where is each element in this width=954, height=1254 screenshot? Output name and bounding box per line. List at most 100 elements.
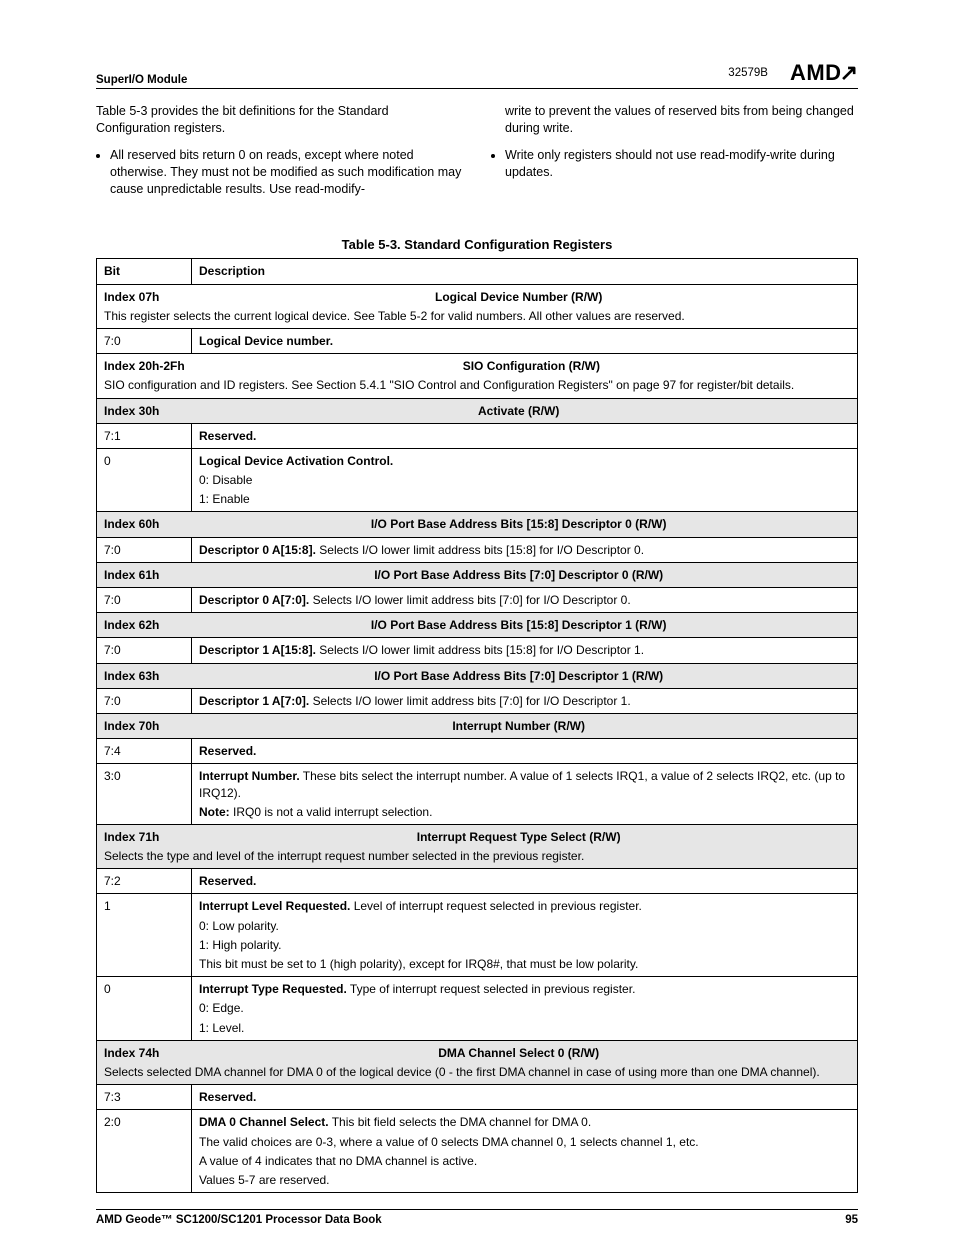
bit-range: 7:0	[97, 688, 192, 713]
register-section: Index 30h Activate (R/W)	[97, 398, 858, 423]
bit-desc: Reserved.	[199, 429, 256, 443]
intro-col-left: Table 5-3 provides the bit definitions f…	[96, 103, 463, 203]
bit-desc-bold: Interrupt Level Requested.	[199, 899, 350, 913]
register-sub: Selects the type and level of the interr…	[104, 848, 850, 864]
register-name: DMA Channel Select 0 (R/W)	[187, 1045, 850, 1061]
table-row: 2:0 DMA 0 Channel Select. This bit field…	[97, 1110, 858, 1193]
index-label: Index 07h	[104, 289, 159, 305]
register-section: Index 20h-2Fh SIO Configuration (R/W) SI…	[97, 354, 858, 398]
bit-desc-bold: Descriptor 1 A[7:0].	[199, 694, 309, 708]
table-row: 0 Interrupt Type Requested. Type of inte…	[97, 977, 858, 1041]
register-name: Interrupt Request Type Select (R/W)	[187, 829, 850, 845]
intro-col-right: write to prevent the values of reserved …	[491, 103, 858, 203]
table-row: 7:2 Reserved.	[97, 869, 858, 894]
bit-desc: Level of interrupt request selected in p…	[350, 899, 642, 913]
th-bit: Bit	[97, 259, 192, 284]
table-row: 7:0 Descriptor 1 A[15:8]. Selects I/O low…	[97, 638, 858, 663]
bit-range: 7:1	[97, 423, 192, 448]
index-label: Index 70h	[104, 718, 159, 734]
register-name: I/O Port Base Address Bits [15:8] Descri…	[187, 617, 850, 633]
register-section: Index 70h Interrupt Number (R/W)	[97, 713, 858, 738]
bit-option: 1: Level.	[199, 1020, 850, 1036]
bit-desc-bold: DMA 0 Channel Select.	[199, 1115, 329, 1129]
bit-option: 1: Enable	[199, 491, 850, 507]
register-section: Index 60h I/O Port Base Address Bits [15…	[97, 512, 858, 537]
bit-range: 7:0	[97, 537, 192, 562]
index-label: Index 20h-2Fh	[104, 358, 185, 374]
table-row: 7:1 Reserved.	[97, 423, 858, 448]
index-label: Index 63h	[104, 668, 159, 684]
register-sub: SIO configuration and ID registers. See …	[104, 377, 850, 393]
register-section: Index 63h I/O Port Base Address Bits [7:…	[97, 663, 858, 688]
bit-desc: Reserved.	[199, 1090, 256, 1104]
register-section: Index 71h Interrupt Request Type Select …	[97, 824, 858, 868]
page: SuperI/O Module 32579B AMD↗ Table 5-3 pr…	[0, 0, 954, 1254]
table-row: 7:0 Descriptor 0 A[15:8]. Selects I/O low…	[97, 537, 858, 562]
intro-columns: Table 5-3 provides the bit definitions f…	[96, 103, 858, 203]
register-name: I/O Port Base Address Bits [7:0] Descrip…	[187, 668, 850, 684]
register-name: Interrupt Number (R/W)	[187, 718, 850, 734]
table-row: 7:4Reserved.	[97, 739, 858, 764]
bit-desc: This bit field selects the DMA channel f…	[329, 1115, 592, 1129]
register-section: Index 61h I/O Port Base Address Bits [7:…	[97, 562, 858, 587]
table-row: 7:0Descriptor 0 A[7:0]. Selects I/O lowe…	[97, 588, 858, 613]
amd-logo: AMD↗	[790, 60, 858, 86]
index-label: Index 74h	[104, 1045, 159, 1061]
bit-range: 7:0	[97, 588, 192, 613]
register-section: Index 62h I/O Port Base Address Bits [15…	[97, 613, 858, 638]
intro-bullets-left: All reserved bits return 0 on reads, exc…	[96, 147, 463, 198]
table-title: Table 5-3. Standard Configuration Regist…	[96, 237, 858, 252]
amd-logo-text: AMD	[790, 60, 842, 85]
table-row: 7:0 Descriptor 1 A[7:0]. Selects I/O lowe…	[97, 688, 858, 713]
bit-desc: Reserved.	[199, 874, 256, 888]
intro-para: Table 5-3 provides the bit definitions f…	[96, 103, 463, 137]
table-row: 1 Interrupt Level Requested. Level of in…	[97, 894, 858, 977]
register-name: Activate (R/W)	[187, 403, 850, 419]
index-label: Index 60h	[104, 516, 159, 532]
footer-page-number: 95	[845, 1214, 858, 1226]
bit-range: 7:0	[97, 638, 192, 663]
intro-bullet: All reserved bits return 0 on reads, exc…	[110, 147, 463, 198]
register-section: Index 07h Logical Device Number (R/W) Th…	[97, 284, 858, 328]
intro-bullet: Write only registers should not use read…	[505, 147, 858, 181]
bit-range: 7:3	[97, 1085, 192, 1110]
bit-desc-bold: Interrupt Type Requested.	[199, 982, 347, 996]
bit-option: 0: Edge.	[199, 1000, 850, 1016]
bit-desc: Selects I/O lower limit address bits [7:…	[309, 694, 630, 708]
bit-range: 7:0	[97, 328, 192, 353]
bit-desc: Selects I/O lower limit address bits [15…	[316, 643, 644, 657]
table-row: 0 Logical Device Activation Control. 0: …	[97, 448, 858, 512]
page-header: SuperI/O Module 32579B AMD↗	[96, 60, 858, 89]
header-right: 32579B AMD↗	[728, 60, 858, 86]
bit-desc-bold: Descriptor 1 A[15:8].	[199, 643, 316, 657]
index-label: Index 62h	[104, 617, 159, 633]
config-registers-table: Bit Description Index 07h Logical Device…	[96, 258, 858, 1193]
amd-logo-arrow-icon: ↗	[840, 60, 858, 85]
bit-desc-bold: Logical Device Activation Control.	[199, 454, 393, 468]
bit-range: 7:2	[97, 869, 192, 894]
bit-option: 1: High polarity.	[199, 937, 850, 953]
bit-range: 3:0	[97, 764, 192, 825]
register-sub: This register selects the current logica…	[104, 308, 850, 324]
register-section: Index 74h DMA Channel Select 0 (R/W) Sel…	[97, 1040, 858, 1084]
header-docnum: 32579B	[728, 67, 768, 79]
bit-range: 0	[97, 977, 192, 1041]
index-label: Index 71h	[104, 829, 159, 845]
index-label: Index 61h	[104, 567, 159, 583]
register-name: I/O Port Base Address Bits [15:8] Descri…	[187, 516, 850, 532]
bit-option: 0: Disable	[199, 472, 850, 488]
table-header-row: Bit Description	[97, 259, 858, 284]
table-row: 7:0 Logical Device number.	[97, 328, 858, 353]
th-desc: Description	[192, 259, 858, 284]
table-row: 7:3 Reserved.	[97, 1085, 858, 1110]
bit-desc: Reserved.	[199, 744, 256, 758]
bit-desc-bold: Descriptor 0 A[15:8].	[199, 543, 316, 557]
intro-bullets-right: Write only registers should not use read…	[491, 147, 858, 181]
bit-option: 0: Low polarity.	[199, 918, 850, 934]
table-row: 3:0 Interrupt Number. These bits select …	[97, 764, 858, 825]
page-footer: AMD Geode™ SC1200/SC1201 Processor Data …	[96, 1209, 858, 1226]
bit-range: 1	[97, 894, 192, 977]
register-sub: Selects selected DMA channel for DMA 0 o…	[104, 1064, 850, 1080]
bit-desc: Logical Device number.	[199, 334, 333, 348]
bit-desc: Selects I/O lower limit address bits [15…	[316, 543, 644, 557]
